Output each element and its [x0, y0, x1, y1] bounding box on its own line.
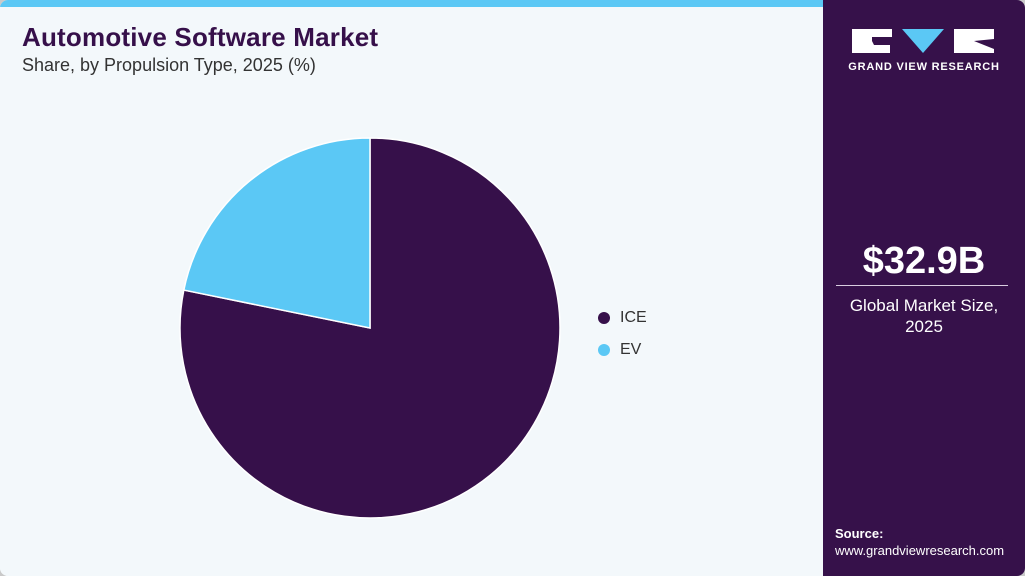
market-size-label: Global Market Size, 2025 — [823, 295, 1025, 337]
source-label: Source: — [835, 526, 884, 541]
market-label-line2: 2025 — [905, 317, 943, 336]
pie-slice-ev — [182, 137, 371, 329]
grand-view-research-logo-icon — [852, 29, 994, 53]
legend-item-ev: EV — [598, 334, 647, 366]
pie-chart — [179, 137, 561, 519]
legend-dot-ev-icon — [598, 344, 610, 356]
sidebar-panel: GRAND VIEW RESEARCH $32.9B Global Market… — [823, 0, 1025, 576]
chart-title: Automotive Software Market — [22, 22, 379, 52]
market-size-value: $32.9B — [862, 240, 986, 282]
legend-label: ICE — [620, 309, 647, 326]
legend-label: EV — [620, 341, 642, 358]
divider — [836, 285, 1008, 286]
legend-item-ice: ICE — [598, 302, 647, 334]
legend-dot-ice-icon — [598, 312, 610, 324]
chart-subtitle: Share, by Propulsion Type, 2025 (%) — [22, 55, 316, 75]
chart-legend: ICE EV — [598, 302, 647, 366]
logo-text: GRAND VIEW RESEARCH — [848, 61, 1000, 73]
source-url[interactable]: www.grandviewresearch.com — [835, 543, 1005, 558]
market-label-line1: Global Market Size, — [849, 296, 999, 315]
accent-bar — [0, 0, 823, 7]
